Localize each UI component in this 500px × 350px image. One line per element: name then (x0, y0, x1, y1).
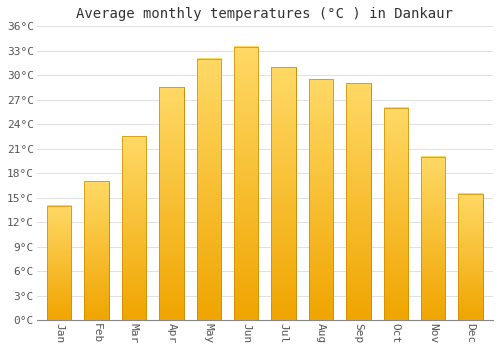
Bar (234, 47, 258, 320)
Bar (84, 181, 108, 320)
Bar (196, 59, 221, 320)
Bar (272, 67, 295, 320)
Bar (458, 194, 483, 320)
Bar (458, 194, 483, 320)
Title: Average monthly temperatures (°C ) in Dankaur: Average monthly temperatures (°C ) in Da… (76, 7, 454, 21)
Bar (309, 79, 333, 320)
Bar (84, 181, 108, 320)
Bar (346, 83, 370, 320)
Bar (272, 67, 295, 320)
Bar (384, 108, 408, 320)
Bar (47, 206, 72, 320)
Bar (421, 157, 446, 320)
Bar (421, 157, 446, 320)
Bar (384, 108, 408, 320)
Bar (346, 83, 370, 320)
Bar (47, 206, 72, 320)
Bar (309, 79, 333, 320)
Bar (159, 88, 184, 320)
Bar (122, 136, 146, 320)
Bar (159, 88, 184, 320)
Bar (234, 47, 258, 320)
Bar (196, 59, 221, 320)
Bar (122, 136, 146, 320)
